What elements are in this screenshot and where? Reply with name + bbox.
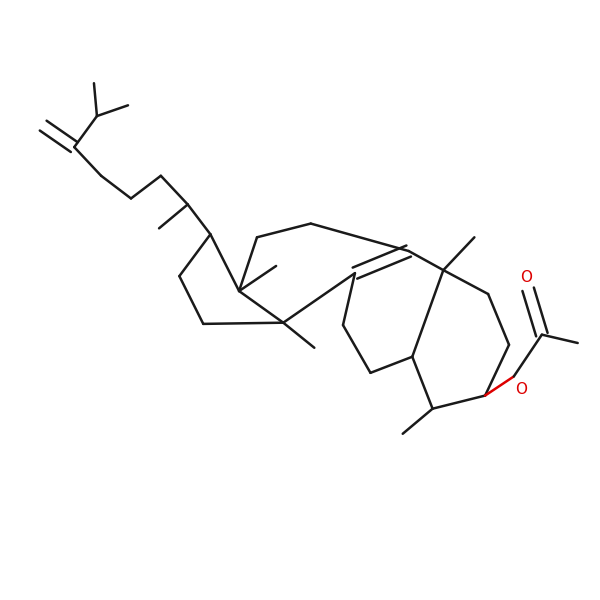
Text: O: O (515, 382, 527, 397)
Text: O: O (520, 270, 532, 285)
